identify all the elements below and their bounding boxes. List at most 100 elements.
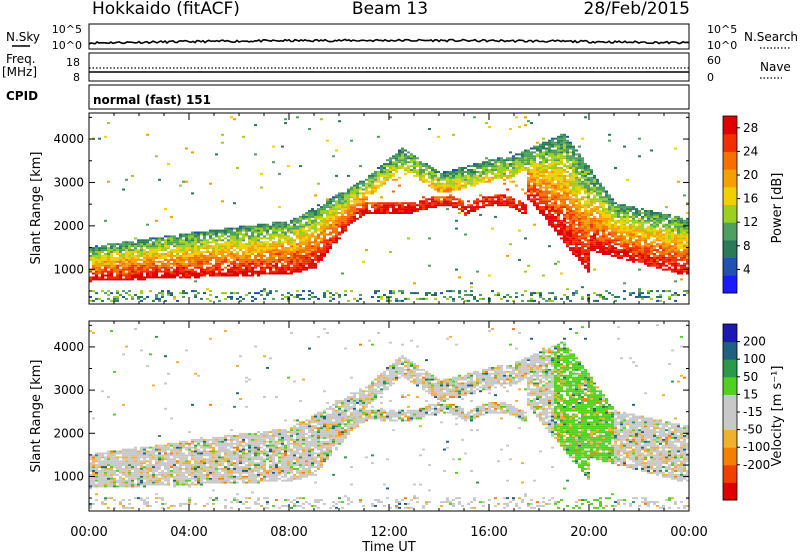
power-cell <box>191 268 194 271</box>
power-cell <box>323 204 326 207</box>
power-cell <box>320 251 323 253</box>
power-cell <box>224 241 227 244</box>
power-cell <box>308 221 311 224</box>
power-cell <box>647 227 650 230</box>
power-cell <box>266 227 269 230</box>
power-cell <box>272 264 275 267</box>
power-cell <box>125 268 128 271</box>
power-cell <box>566 186 569 189</box>
power-cell <box>581 157 584 160</box>
power-cell <box>455 169 458 171</box>
power-cell <box>170 235 173 238</box>
power-cell <box>464 182 467 185</box>
power-cell <box>437 190 440 193</box>
power-cell <box>179 270 182 273</box>
power-cell <box>329 245 332 248</box>
power-cell <box>554 155 557 158</box>
power-cell <box>464 186 467 189</box>
power-cell <box>275 221 278 224</box>
power-cell <box>389 157 392 160</box>
power-cell <box>230 235 233 238</box>
power-cell <box>479 194 482 197</box>
power-cell <box>545 176 548 179</box>
power-cell <box>362 182 365 185</box>
power-cell <box>275 245 278 248</box>
power-cell <box>686 262 689 265</box>
power-cell <box>416 204 419 207</box>
power-cell <box>293 264 296 267</box>
power-cell <box>665 268 668 271</box>
power-cell <box>338 219 341 222</box>
power-cell <box>653 219 656 222</box>
power-cell <box>530 157 533 160</box>
power-cell <box>131 262 134 265</box>
power-cell <box>245 274 248 277</box>
power-cell <box>608 223 611 226</box>
power-cell <box>182 264 185 267</box>
power-cell <box>545 174 548 177</box>
power-cell <box>221 239 224 242</box>
power-cell <box>647 264 650 267</box>
power-cell <box>587 243 590 246</box>
power-cell <box>452 133 455 136</box>
power-cell <box>614 221 617 224</box>
power-cell <box>668 266 671 269</box>
nsearch-tick-high: 10^5 <box>707 23 737 36</box>
power-cell <box>509 163 512 166</box>
power-cell <box>233 264 236 267</box>
power-cell <box>227 239 230 242</box>
power-cell <box>632 212 635 214</box>
power-cell <box>581 215 584 218</box>
power-cell <box>629 229 632 232</box>
power-cell <box>566 194 569 197</box>
power-cell <box>512 172 515 175</box>
power-cell <box>572 227 575 230</box>
power-cell <box>587 196 590 199</box>
power-cell <box>572 171 575 173</box>
power-cell <box>191 249 194 252</box>
power-cell <box>155 296 158 298</box>
power-cell <box>284 241 287 244</box>
power-cell <box>356 192 359 195</box>
power-cell <box>563 184 566 187</box>
power-cell <box>587 260 590 263</box>
power-cell <box>182 251 185 253</box>
power-cell <box>284 260 287 263</box>
power-cell <box>278 268 281 271</box>
power-cell <box>425 206 428 209</box>
power-cell <box>152 237 155 240</box>
power-cell <box>647 210 650 212</box>
power-cell <box>611 225 614 228</box>
power-cell <box>461 167 464 169</box>
power-cell <box>287 231 290 234</box>
power-cell <box>185 256 188 259</box>
power-cell <box>455 180 458 183</box>
power-cell <box>203 233 206 236</box>
power-cell <box>557 213 560 216</box>
power-cell <box>449 172 452 175</box>
power-cell <box>188 233 191 236</box>
power-cell <box>458 174 461 177</box>
power-cell <box>476 174 479 177</box>
power-cell <box>107 258 110 261</box>
power-cell <box>587 206 590 209</box>
power-cell <box>209 262 212 265</box>
power-cell <box>446 176 449 179</box>
power-cell <box>662 233 665 236</box>
power-cell <box>575 233 578 236</box>
power-cell <box>395 210 398 212</box>
power-cell <box>491 198 494 201</box>
power-cell <box>659 251 662 253</box>
power-cell <box>239 258 242 261</box>
power-cell <box>587 213 590 216</box>
power-cell <box>275 254 278 257</box>
power-cell <box>581 231 584 234</box>
power-cell <box>566 151 569 154</box>
power-cell <box>551 139 554 142</box>
power-cell <box>332 225 335 228</box>
power-cell <box>596 206 599 209</box>
power-cell <box>347 204 350 207</box>
power-cell <box>635 241 638 244</box>
power-cell <box>296 231 299 234</box>
power-cell <box>554 159 557 162</box>
